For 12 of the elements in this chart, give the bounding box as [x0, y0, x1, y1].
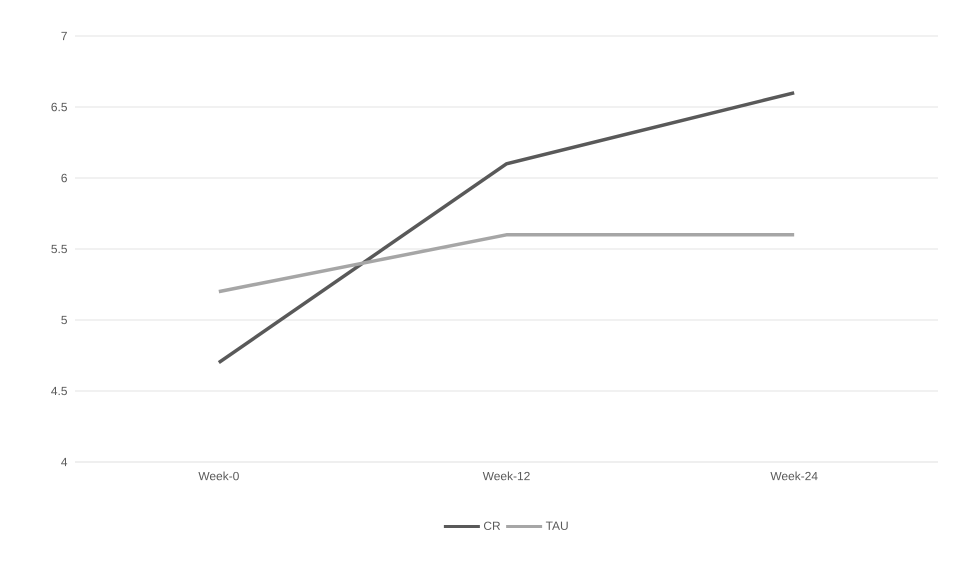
y-tick-label: 6: [61, 174, 67, 182]
y-tick-label: 7: [61, 32, 67, 40]
y-tick-label: 5: [61, 316, 67, 324]
y-tick-label: 4.5: [51, 386, 67, 396]
y-tick-label: 6.5: [51, 102, 67, 112]
x-tick-label: Week-0: [198, 472, 239, 480]
x-tick-label: Week-24: [770, 472, 818, 480]
x-tick-label: Week-12: [482, 472, 530, 480]
y-tick-label: 4: [61, 458, 68, 466]
legend-label: TAU: [546, 522, 568, 530]
legend-label: CR: [484, 522, 500, 530]
y-tick-label: 5.5: [51, 244, 67, 254]
